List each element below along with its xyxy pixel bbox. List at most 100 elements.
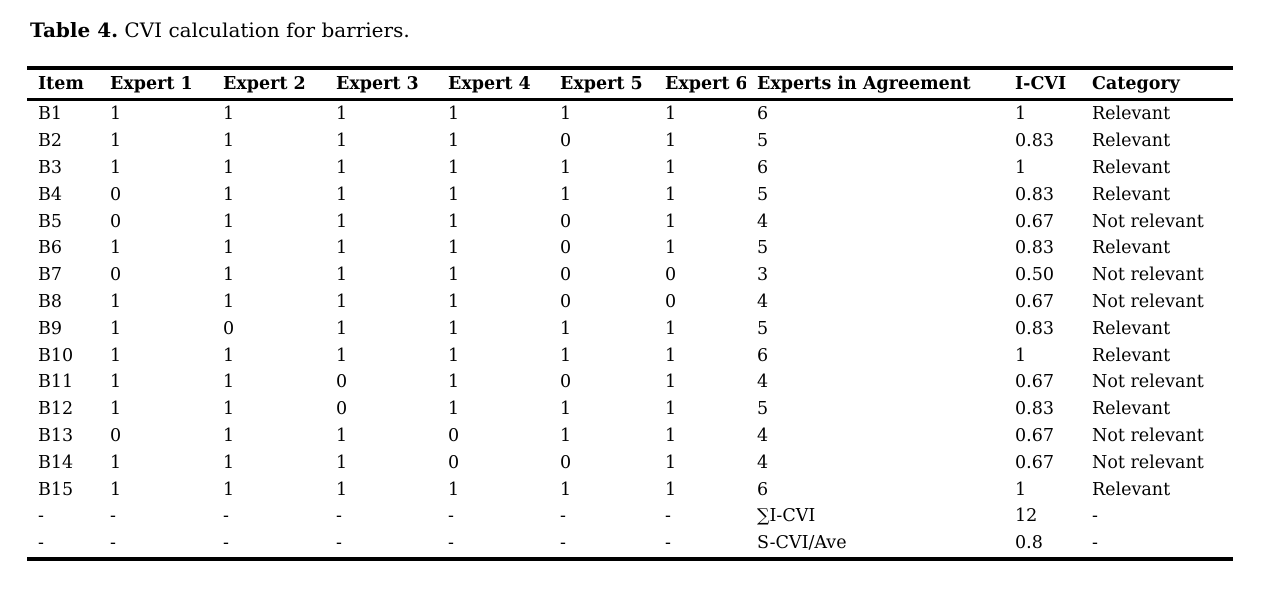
table-cell: 0	[110, 265, 122, 286]
table-cell: Not relevant	[1092, 265, 1204, 286]
table-cell: 1	[1015, 345, 1027, 366]
table-cell: Relevant	[1092, 238, 1171, 259]
table-cell: 0.83	[1015, 184, 1054, 205]
table-cell: 0	[336, 399, 348, 420]
table-cell: 0	[448, 425, 460, 446]
table-cell: 1	[448, 211, 460, 232]
table-cell: -	[665, 533, 671, 554]
table-cell: 0.67	[1015, 372, 1054, 393]
table-cell: Relevant	[1092, 184, 1171, 205]
table-cell: 1	[223, 291, 235, 312]
table-cell: 1	[110, 104, 122, 125]
table-cell: -	[223, 533, 229, 554]
table-cell: 0	[560, 265, 572, 286]
table-cell: 1	[336, 104, 348, 125]
table-cell: B6	[38, 238, 62, 259]
table-cell: -	[448, 533, 454, 554]
table-cell: 1	[110, 452, 122, 473]
table-cell: 1	[110, 479, 122, 500]
table-cell: 0	[560, 291, 572, 312]
table-cell: 1	[448, 238, 460, 259]
table-caption: Table 4. CVI calculation for barriers.	[30, 18, 1265, 42]
table-cell: 1	[560, 479, 572, 500]
table-cell: 1	[110, 399, 122, 420]
table-cell: -	[110, 506, 116, 527]
table-cell: 1	[665, 318, 677, 339]
table-cell: Relevant	[1092, 318, 1171, 339]
table-cell: B7	[38, 265, 62, 286]
table-cell: 0.83	[1015, 399, 1054, 420]
table-cell: 1	[448, 372, 460, 393]
table-cell: Relevant	[1092, 131, 1171, 152]
table-cell: 1	[223, 425, 235, 446]
table-cell: B5	[38, 211, 62, 232]
table-cell: -	[223, 506, 229, 527]
table-row: B15 1 1 1 1 1 1 6 1 Relevant	[27, 476, 1233, 503]
table-cell: 1	[448, 184, 460, 205]
table-cell: 5	[757, 131, 769, 152]
table-cell: -	[448, 506, 454, 527]
table-row: B1 1 1 1 1 1 1 6 1 Relevant	[27, 100, 1233, 128]
table-caption-text: CVI calculation for barriers.	[118, 18, 410, 42]
table-cell: 0	[336, 372, 348, 393]
table-cell: 0	[110, 211, 122, 232]
table-cell: 4	[757, 452, 769, 473]
table-cell: Not relevant	[1092, 211, 1204, 232]
table-row: B14 1 1 1 0 0 1 4 0.67 Not relevant	[27, 449, 1233, 476]
table-cell: 1	[448, 291, 460, 312]
table-cell: B12	[38, 399, 74, 420]
table-cell: 4	[757, 425, 769, 446]
table-row: B7 0 1 1 1 0 0 3 0.50 Not relevant	[27, 262, 1233, 289]
table-cell: B11	[38, 372, 74, 393]
table-cell: Relevant	[1092, 345, 1171, 366]
table-row: B2 1 1 1 1 0 1 5 0.83 Relevant	[27, 128, 1233, 155]
table-cell: 0	[560, 211, 572, 232]
table-cell: 6	[757, 104, 769, 125]
table-cell: 1	[560, 425, 572, 446]
table-cell: -	[38, 506, 44, 527]
table-cell: 0.67	[1015, 211, 1054, 232]
table-cell: -	[336, 533, 342, 554]
table-cell: 0.67	[1015, 452, 1054, 473]
table-row: B3 1 1 1 1 1 1 6 1 Relevant	[27, 155, 1233, 182]
table-cell: 1	[665, 452, 677, 473]
table-cell: 1	[223, 265, 235, 286]
table-cell: B15	[38, 479, 74, 500]
table-cell: 0.67	[1015, 291, 1054, 312]
table-cell: 0	[223, 318, 235, 339]
column-header: Expert 2	[212, 68, 325, 101]
column-header: I-CVI	[1004, 68, 1081, 101]
table-cell: 6	[757, 345, 769, 366]
table-cell: 5	[757, 318, 769, 339]
table-cell: 1	[448, 131, 460, 152]
table-cell: 1	[448, 265, 460, 286]
table-cell: 1	[665, 104, 677, 125]
table-cell: B9	[38, 318, 62, 339]
table-row: B11 1 1 0 1 0 1 4 0.67 Not relevant	[27, 369, 1233, 396]
table-cell: 1	[336, 318, 348, 339]
header-row: Item Expert 1 Expert 2 Expert 3 Expert 4 Expe…	[27, 68, 1233, 101]
table-cell: 1	[665, 131, 677, 152]
table-cell: 1	[336, 157, 348, 178]
table-cell: 1	[336, 131, 348, 152]
table-cell: 1	[665, 184, 677, 205]
summary-row: - - - - - - - ∑I-CVI 12 -	[27, 503, 1233, 530]
table-cell: 1	[560, 318, 572, 339]
table-cell: 1	[1015, 479, 1027, 500]
table-cell: 1	[223, 104, 235, 125]
table-cell: 1	[110, 157, 122, 178]
table-cell: 0	[560, 131, 572, 152]
table-cell: ∑I-CVI	[757, 506, 816, 527]
table-cell: 0	[665, 291, 677, 312]
table-cell: 1	[448, 479, 460, 500]
table-caption-label: Table 4.	[30, 18, 119, 42]
table-cell: 1	[223, 399, 235, 420]
table-cell: 1	[665, 345, 677, 366]
table-cell: -	[1092, 506, 1098, 527]
column-header: Expert 1	[99, 68, 212, 101]
table-row: B6 1 1 1 1 0 1 5 0.83 Relevant	[27, 235, 1233, 262]
table-cell: Relevant	[1092, 157, 1171, 178]
table-cell: B14	[38, 452, 74, 473]
table-cell: 1	[665, 425, 677, 446]
table-cell: 0	[560, 372, 572, 393]
